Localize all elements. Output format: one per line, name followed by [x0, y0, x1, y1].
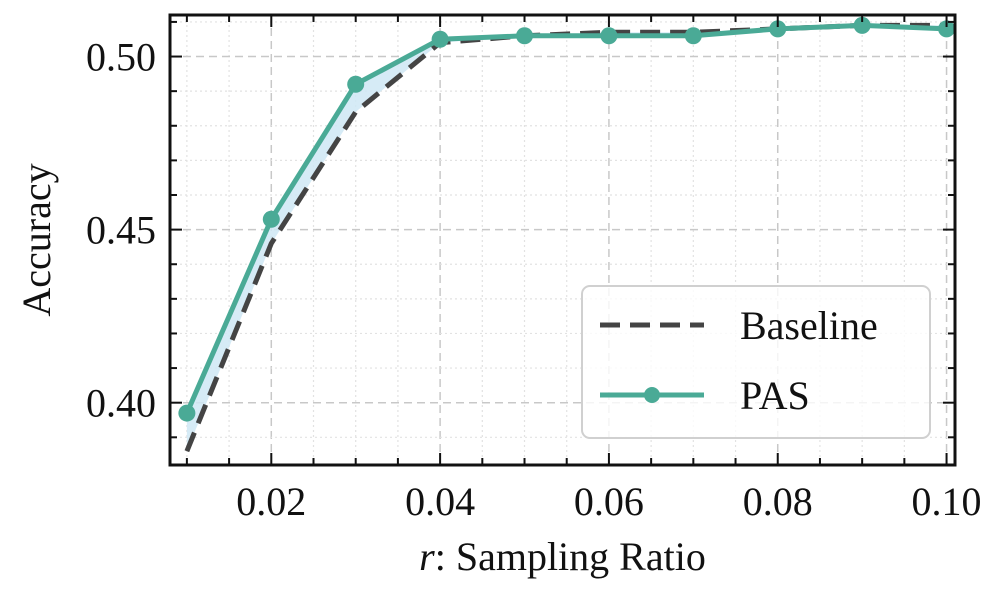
legend-pas-label: PAS: [740, 373, 810, 418]
tick-labels: 0.02 0.04 0.06 0.08 0.10 0.40 0.45 0.50: [86, 35, 982, 524]
x-axis-variable: r: [419, 534, 435, 579]
pas-point: [853, 16, 871, 34]
pas-line: [184, 22, 947, 415]
x-tick-label: 0.04: [405, 479, 475, 524]
pas-point: [600, 27, 618, 45]
axis-ticks: [170, 15, 955, 465]
x-tick-label: 0.10: [912, 479, 982, 524]
pas-point: [431, 30, 449, 48]
pas-point: [769, 20, 787, 38]
pas-point: [347, 75, 365, 93]
x-axis-title-text: : Sampling Ratio: [435, 534, 706, 579]
y-tick-label: 0.45: [86, 208, 156, 253]
x-tick-label: 0.08: [743, 479, 813, 524]
x-tick-label: 0.02: [236, 479, 306, 524]
grid: [170, 15, 955, 465]
pas-point: [516, 27, 534, 45]
pas-point: [684, 27, 702, 45]
pas-point: [938, 20, 956, 38]
y-axis-title: Accuracy: [14, 163, 59, 316]
pas-point: [262, 210, 280, 228]
legend-baseline-label: Baseline: [740, 303, 878, 348]
x-axis-title: r: Sampling Ratio: [419, 534, 706, 579]
legend: Baseline PAS: [581, 285, 931, 439]
legend-pas-marker: [644, 387, 660, 403]
y-tick-label: 0.50: [86, 35, 156, 80]
pas-point: [178, 404, 196, 422]
y-tick-label: 0.40: [86, 381, 156, 426]
x-tick-label: 0.06: [574, 479, 644, 524]
plot-frame: [168, 13, 957, 467]
series-lines: [178, 16, 956, 453]
